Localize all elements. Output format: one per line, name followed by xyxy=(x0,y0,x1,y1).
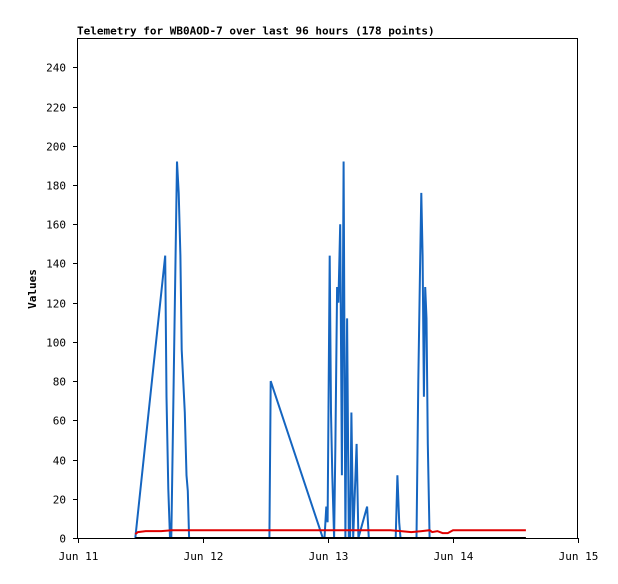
y-tick-label: 40 xyxy=(53,455,66,468)
y-axis: 0 20 40 60 80 100 120 140 160 180 200 220 240 xyxy=(46,62,78,546)
y-tick-label: 20 xyxy=(53,494,66,507)
y-tick-label: 220 xyxy=(46,102,66,115)
series-line-red xyxy=(134,529,526,535)
y-tick-label: 60 xyxy=(53,415,66,428)
y-tick-label: 80 xyxy=(53,376,66,389)
series-line-blue xyxy=(134,161,431,539)
y-tick-label: 0 xyxy=(59,533,66,546)
y-tick-label: 240 xyxy=(46,62,66,75)
y-tick-label: 160 xyxy=(46,219,66,232)
x-tick-label: Jun 12 xyxy=(184,550,224,563)
x-tick-label: Jun 15 xyxy=(559,550,599,563)
series-layer xyxy=(134,161,526,539)
y-tick-label: 120 xyxy=(46,298,66,311)
y-tick-label: 140 xyxy=(46,258,66,271)
y-tick-label: 180 xyxy=(46,180,66,193)
y-tick-label: 200 xyxy=(46,141,66,154)
x-tick-label: Jun 14 xyxy=(434,550,474,563)
x-axis: Jun 11 Jun 12 Jun 13 Jun 14 Jun 15 xyxy=(59,538,599,563)
x-tick-label: Jun 11 xyxy=(59,550,99,563)
chart-title: Telemetry for WB0AOD-7 over last 96 hour… xyxy=(77,25,435,38)
y-tick-label: 100 xyxy=(46,337,66,350)
y-axis-label: Values xyxy=(26,269,39,309)
x-tick-label: Jun 13 xyxy=(309,550,349,563)
